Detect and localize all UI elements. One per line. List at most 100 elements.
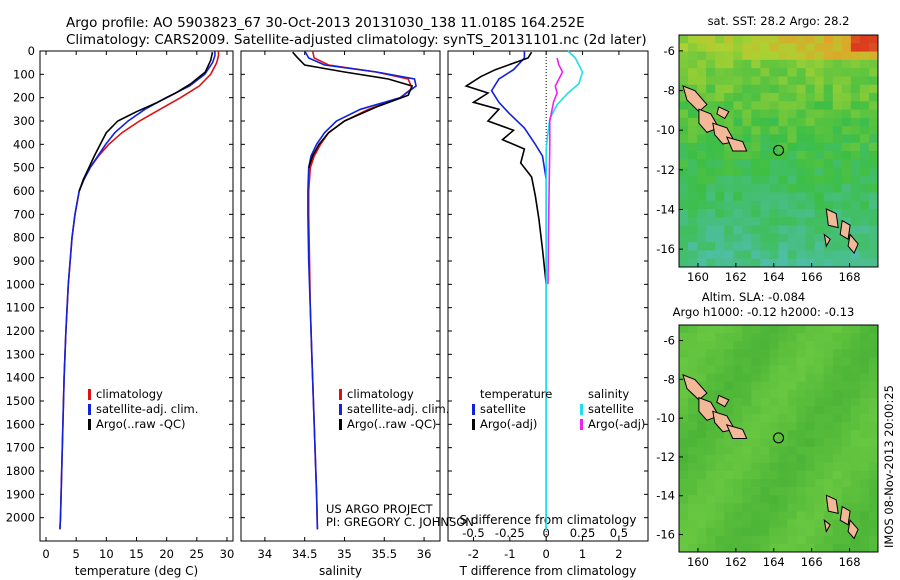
map-cell — [859, 68, 870, 77]
map-cell — [679, 142, 689, 152]
map-cell — [850, 209, 861, 218]
map-cell — [688, 333, 698, 342]
map-cell — [715, 242, 725, 251]
map-cell — [742, 233, 752, 243]
map-cell — [778, 159, 788, 168]
map-cell — [751, 389, 761, 399]
map-cell — [841, 242, 852, 251]
map-cell — [751, 479, 761, 488]
map-cell — [841, 159, 852, 168]
map-cell — [868, 126, 879, 135]
map-cell — [778, 470, 788, 480]
map-cell — [751, 192, 761, 202]
map-cell — [868, 511, 879, 520]
map-cell — [724, 192, 734, 202]
map-cell — [769, 446, 779, 456]
map-cell — [733, 470, 743, 480]
map-cell — [679, 59, 689, 69]
map-cell — [688, 126, 698, 135]
map-cell — [787, 487, 797, 496]
map-cell — [805, 446, 816, 456]
map-cell — [697, 487, 707, 496]
map-cell — [733, 134, 743, 144]
legend-label: climatology — [347, 387, 414, 401]
x-tick-label: 1 — [579, 547, 586, 561]
map-cell — [823, 93, 834, 102]
map-cell — [805, 109, 816, 119]
map-cell — [868, 365, 879, 375]
top-tick-label: 0 — [543, 526, 550, 540]
map-cell — [688, 134, 698, 144]
x-tick-label: -2 — [468, 547, 479, 561]
map-cell — [805, 184, 816, 193]
map-cell — [841, 142, 852, 152]
x-axis-label: T difference from climatology — [459, 564, 637, 578]
y-tick-label: 800 — [13, 231, 35, 245]
map-cell — [742, 217, 752, 226]
map-cell — [715, 333, 725, 342]
legend-swatch — [339, 389, 342, 400]
map-cell — [688, 470, 698, 480]
map-cell — [706, 200, 716, 210]
map-cell — [724, 487, 734, 496]
map-cell — [805, 341, 816, 350]
map-cell — [760, 84, 770, 94]
map-cell — [787, 527, 797, 537]
map-cell — [742, 381, 752, 391]
map-cell — [832, 250, 843, 260]
map-x-tick-label: 162 — [725, 555, 747, 569]
map-cell — [814, 93, 825, 102]
map-cell — [832, 487, 843, 496]
map-cell — [760, 397, 770, 407]
y-tick-label: 1600 — [6, 417, 35, 431]
map-cell — [733, 535, 743, 545]
map-cell — [841, 134, 852, 144]
map-cell — [706, 175, 716, 185]
map-cell — [760, 142, 770, 152]
map-cell — [742, 225, 752, 235]
map-cell — [733, 117, 743, 127]
map-cell — [796, 68, 807, 77]
map-cell — [787, 76, 797, 86]
map-cell — [796, 381, 807, 391]
map-cell — [796, 487, 807, 496]
map-cell — [814, 68, 825, 77]
map-cell — [814, 175, 825, 185]
map-cell — [679, 117, 689, 127]
map-cell — [697, 209, 707, 218]
map-cell — [688, 341, 698, 350]
map-cell — [796, 527, 807, 537]
map-cell — [841, 406, 852, 415]
map-cell — [805, 511, 816, 520]
map-y-tick-label: -8 — [664, 84, 675, 98]
map-cell — [733, 373, 743, 383]
legend-swatch — [339, 419, 342, 430]
map-cell — [859, 495, 870, 504]
legend-swatch — [472, 419, 475, 430]
map-cell — [769, 192, 779, 202]
x-tick-label: 10 — [99, 547, 114, 561]
map-cell — [688, 414, 698, 423]
map-cell — [751, 365, 761, 375]
map-cell — [796, 175, 807, 185]
map-cell — [706, 470, 716, 480]
island-shape — [716, 106, 730, 120]
island-shape — [725, 424, 748, 439]
map-cell — [679, 438, 689, 448]
map-cell — [706, 511, 716, 520]
map-cell — [832, 184, 843, 193]
map-cell — [778, 527, 788, 537]
map-cell — [796, 109, 807, 119]
map-cell — [769, 495, 779, 504]
map-cell — [814, 250, 825, 260]
map-cell — [769, 233, 779, 243]
top-tick-label: 0.25 — [570, 526, 596, 540]
map-cell — [742, 325, 752, 334]
map-cell — [859, 414, 870, 423]
map-cell — [742, 373, 752, 383]
map-cell — [742, 93, 752, 102]
map-cell — [823, 422, 834, 431]
map-cell — [715, 142, 725, 152]
map-cell — [697, 225, 707, 235]
map-cell — [679, 511, 689, 520]
